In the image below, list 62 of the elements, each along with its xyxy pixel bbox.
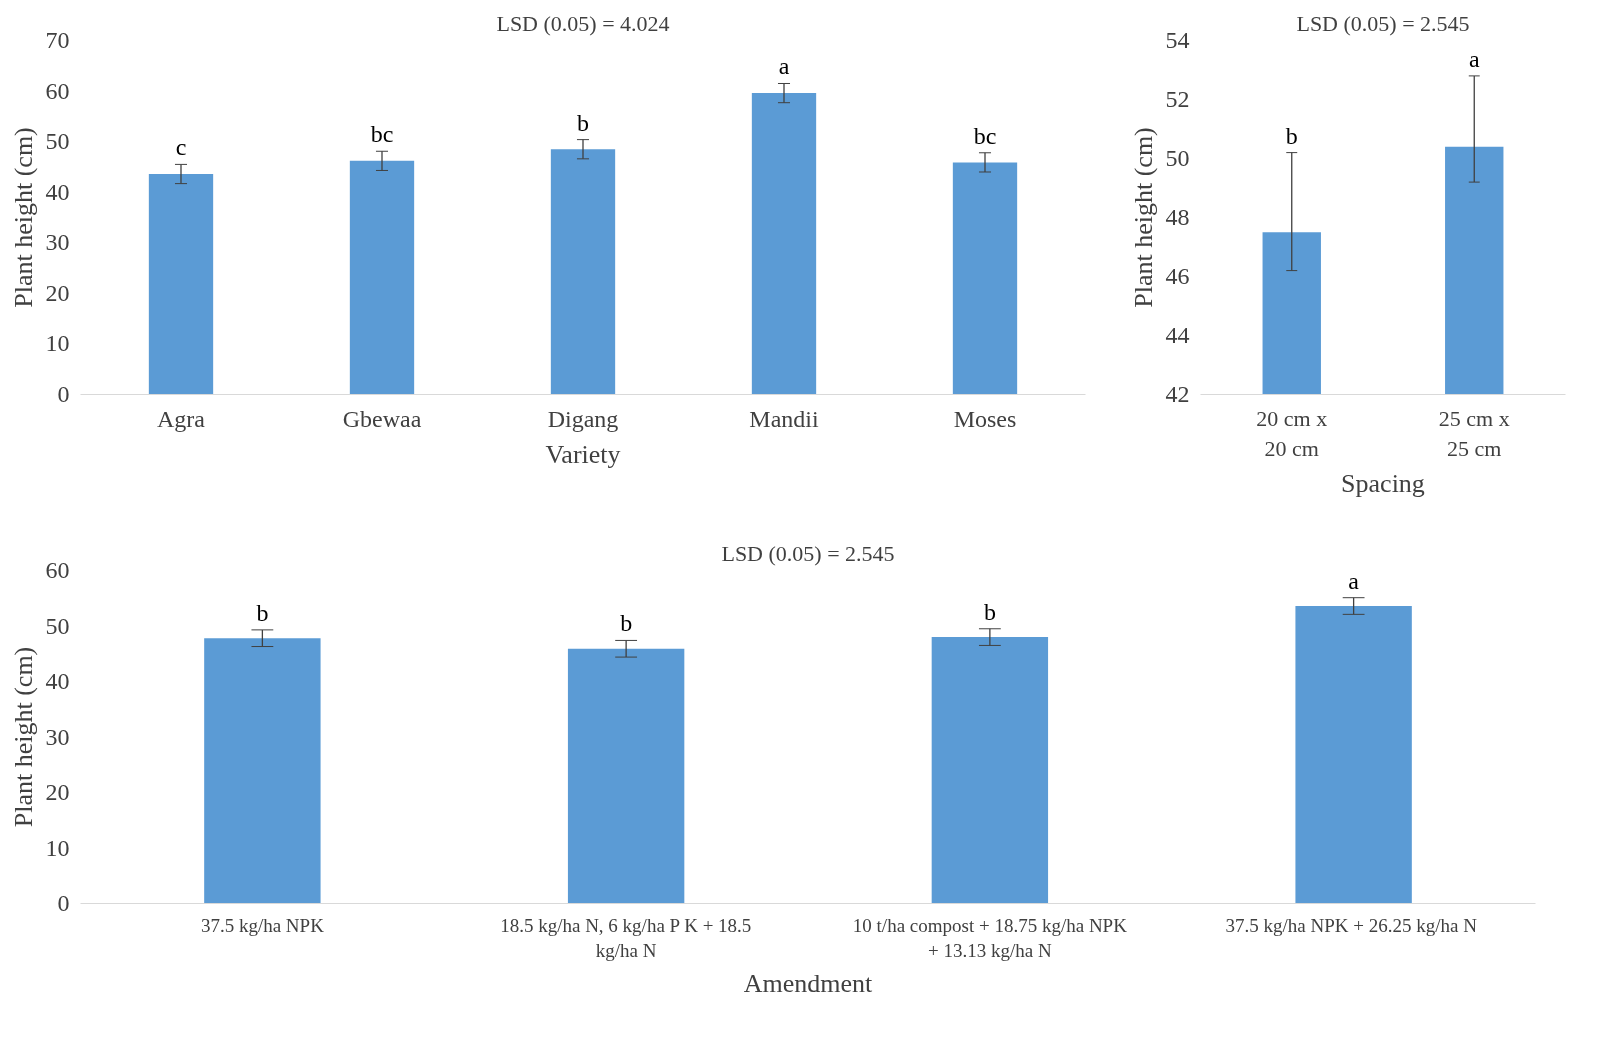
bar <box>204 638 321 904</box>
y-tick-label: 20 <box>45 279 70 306</box>
y-tick-label: 48 <box>1165 204 1190 230</box>
x-tick-label: 37.5 kg/ha NPK <box>200 914 325 936</box>
bar <box>751 93 817 395</box>
annotation: a <box>1468 45 1480 72</box>
y-tick-label: 52 <box>1165 86 1190 112</box>
annotation: bc <box>370 121 394 148</box>
bar <box>952 162 1018 395</box>
y-tick-label: 60 <box>45 77 70 104</box>
y-tick-label: 20 <box>45 779 70 805</box>
x-tick-label: Digang <box>547 405 619 432</box>
x-axis-title: Spacing <box>1341 468 1425 498</box>
x-axis-title: Amendment <box>743 968 874 998</box>
y-tick-label: 30 <box>45 229 70 256</box>
annotation: b <box>983 598 996 625</box>
chart-title: LSD (0.05) = 2.545 <box>1296 10 1470 36</box>
bar <box>1295 606 1412 904</box>
annotation: c <box>175 134 187 161</box>
annotation: b <box>256 599 269 626</box>
chart-title: LSD (0.05) = 2.545 <box>721 540 895 566</box>
y-axis-title: Plant height (cm) <box>8 646 38 828</box>
annotation: bc <box>973 122 997 149</box>
annotation: a <box>778 53 790 80</box>
chart-title: LSD (0.05) = 4.024 <box>496 10 670 36</box>
annotation: a <box>1348 567 1360 594</box>
y-axis-title: Plant height (cm) <box>8 127 38 308</box>
x-tick-label: 25 cm x 25 cm <box>1438 405 1510 461</box>
x-tick-label: Mandii <box>749 405 819 432</box>
x-axis-title: Variety <box>545 439 621 469</box>
y-tick-label: 0 <box>57 890 70 916</box>
bar <box>931 637 1049 904</box>
y-tick-label: 40 <box>45 668 70 694</box>
x-tick-label: 10 t/ha compost + 18.75 kg/ha NPK + 13.13 kg/ha N <box>852 914 1128 961</box>
x-tick-label: 18.5 kg/ha N, 6 kg/ha P K + 18.5 kg/ha N <box>500 914 752 961</box>
y-tick-label: 40 <box>45 178 70 205</box>
x-tick-label: 20 cm x 20 cm <box>1256 405 1328 461</box>
bar <box>148 174 214 395</box>
x-tick-label: Moses <box>953 405 1017 432</box>
annotation: b <box>620 610 633 637</box>
annotation: b <box>577 109 589 136</box>
annotation: b <box>1285 122 1298 149</box>
bar <box>349 160 415 395</box>
y-tick-label: 70 <box>45 27 70 53</box>
y-tick-label: 50 <box>45 612 70 639</box>
x-tick-label: Agra <box>157 405 206 432</box>
bar <box>550 149 616 395</box>
y-tick-label: 60 <box>45 557 70 583</box>
y-axis-title: Plant height (cm) <box>1128 127 1158 308</box>
y-tick-label: 10 <box>45 834 70 861</box>
y-tick-label: 30 <box>45 723 70 750</box>
y-tick-label: 42 <box>1165 381 1190 407</box>
y-tick-label: 50 <box>1165 145 1190 171</box>
y-tick-label: 46 <box>1165 263 1190 289</box>
y-tick-label: 50 <box>45 128 70 155</box>
bar <box>567 648 685 904</box>
y-tick-label: 54 <box>1165 27 1190 53</box>
x-tick-label: Gbewaa <box>342 405 422 432</box>
y-tick-label: 0 <box>57 381 70 407</box>
x-tick-label: 37.5 kg/ha NPK + 26.25 kg/ha N <box>1225 914 1478 936</box>
y-tick-label: 10 <box>45 330 70 357</box>
y-tick-label: 44 <box>1165 322 1190 348</box>
